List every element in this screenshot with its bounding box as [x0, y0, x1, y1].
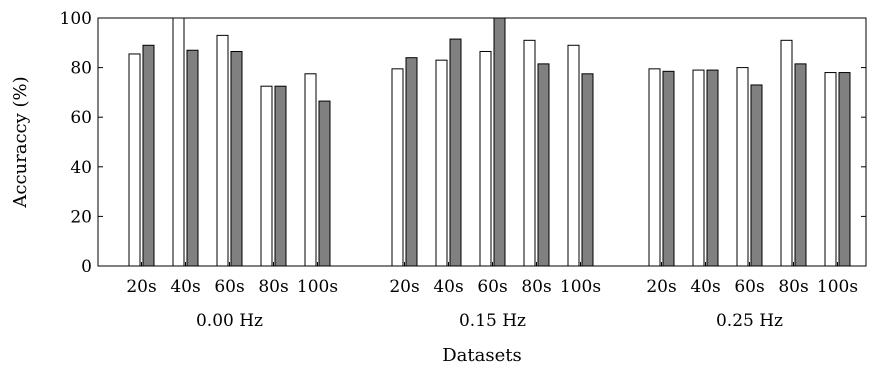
bar-000Hz-60s-s2	[230, 50, 243, 267]
plot-frame	[97, 17, 867, 267]
y-tick-label: 100	[60, 9, 92, 29]
bar-025Hz-80s-s2	[794, 63, 807, 267]
y-tick-label: 40	[70, 158, 92, 178]
bar-015Hz-40s-s1	[435, 59, 448, 267]
x-tick-label: 100s	[297, 277, 338, 297]
y-tick-label: 0	[81, 257, 92, 277]
bar-015Hz-100s-s1	[567, 44, 580, 267]
bar-025Hz-40s-s2	[706, 69, 719, 267]
x-tick-label: 40s	[170, 277, 200, 297]
bar-015Hz-20s-s1	[391, 68, 404, 267]
frame-layer	[97, 17, 867, 267]
x-tick-label: 80s	[258, 277, 288, 297]
bar-000Hz-80s-s1	[260, 85, 273, 267]
bar-015Hz-20s-s2	[405, 57, 418, 267]
bar-015Hz-60s-s1	[479, 50, 492, 267]
x-tick-label: 40s	[690, 277, 720, 297]
bar-015Hz-80s-s1	[523, 39, 536, 267]
bar-025Hz-60s-s1	[736, 67, 749, 267]
bar-015Hz-40s-s2	[449, 38, 462, 267]
x-tick-label: 60s	[734, 277, 764, 297]
x-tick-label: 80s	[521, 277, 551, 297]
x-axis-title: Datasets	[442, 345, 522, 366]
bar-000Hz-100s-s1	[304, 73, 317, 267]
bar-000Hz-60s-s1	[216, 34, 229, 267]
group-labels: 0.00 Hz 0.15 Hz 0.25 Hz	[196, 311, 783, 331]
y-axis-title: Accuraccy (%)	[10, 76, 31, 208]
bar-025Hz-80s-s1	[780, 39, 793, 267]
x-tick-label: 80s	[778, 277, 808, 297]
group-label: 0.15 Hz	[459, 311, 526, 331]
x-tick-label: 60s	[214, 277, 244, 297]
x-tick-label: 20s	[389, 277, 419, 297]
bar-000Hz-100s-s2	[318, 100, 331, 267]
group-label: 0.00 Hz	[196, 311, 263, 331]
x-tick-label: 20s	[646, 277, 676, 297]
y-tick-label: 80	[70, 59, 92, 79]
group-label: 0.25 Hz	[716, 311, 783, 331]
bar-025Hz-100s-s1	[824, 72, 837, 267]
x-axis-ticks: 20s 40s 60s 80s 100s 20s 40s 60s 80s 100s 20s 40s 60…	[126, 262, 858, 297]
x-tick-label: 20s	[126, 277, 156, 297]
y-tick-label: 60	[70, 108, 92, 128]
bar-025Hz-60s-s2	[750, 84, 763, 267]
y-axis-ticks: 0 20 40 60 80 100	[60, 9, 866, 277]
y-tick-label: 20	[70, 207, 92, 227]
bar-000Hz-40s-s2	[186, 49, 199, 267]
bar-015Hz-100s-s2	[581, 73, 594, 267]
x-tick-label: 60s	[477, 277, 507, 297]
bar-025Hz-100s-s2	[838, 72, 851, 267]
bar-000Hz-40s-s1	[172, 17, 185, 267]
bars-layer	[128, 17, 851, 267]
x-tick-label: 40s	[433, 277, 463, 297]
bar-015Hz-60s-s2	[493, 17, 506, 267]
bar-015Hz-80s-s2	[537, 63, 550, 267]
bar-025Hz-20s-s1	[648, 68, 661, 267]
bar-000Hz-20s-s2	[142, 44, 155, 267]
bar-025Hz-40s-s1	[692, 69, 705, 267]
bar-025Hz-20s-s2	[662, 70, 675, 267]
x-tick-label: 100s	[817, 277, 858, 297]
bar-000Hz-80s-s2	[274, 85, 287, 267]
x-tick-label: 100s	[560, 277, 601, 297]
bar-000Hz-20s-s1	[128, 53, 141, 267]
